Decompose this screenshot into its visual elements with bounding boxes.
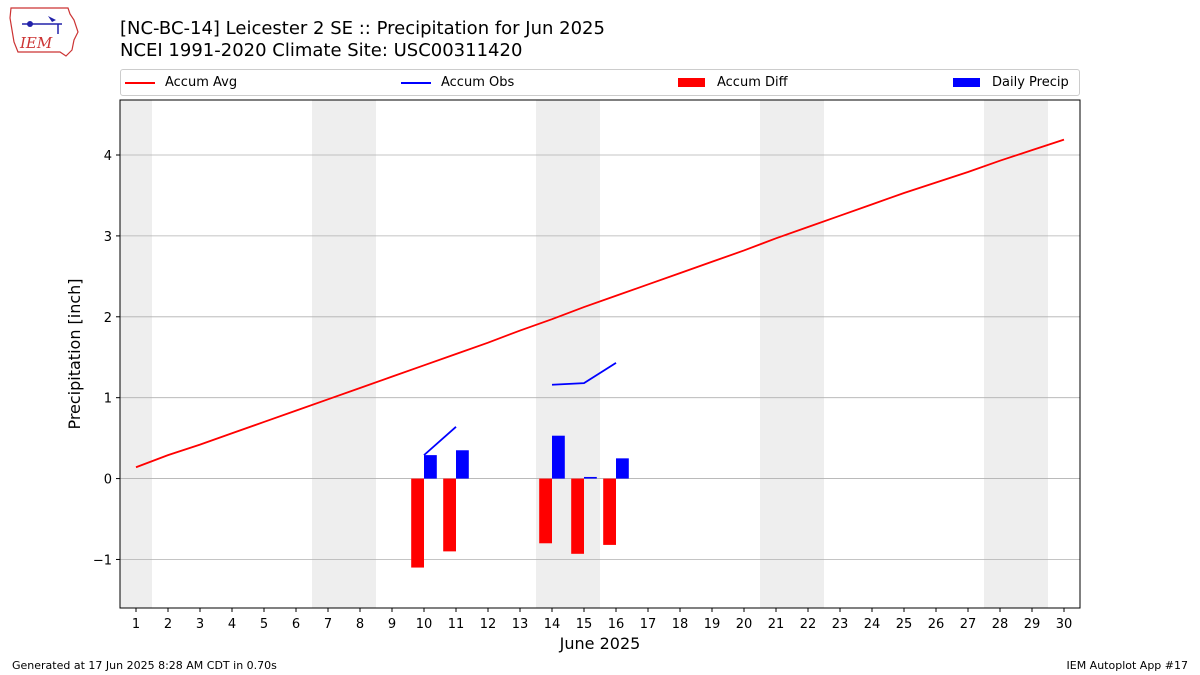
daily-precip-bar-day-14 (552, 435, 565, 479)
legend-label-daily-precip: Daily Precip (992, 75, 1069, 90)
legend-swatch-daily-precip (953, 78, 980, 87)
iem-logo: IEM (9, 7, 79, 57)
x-axis-label: June 2025 (559, 634, 641, 653)
plot-frame (119, 99, 1081, 609)
x-tick-label: 15 (576, 617, 593, 632)
footer-generated: Generated at 17 Jun 2025 8:28 AM CDT in … (12, 659, 277, 672)
weekend-shade-day-29 (1016, 100, 1048, 608)
bars (411, 435, 629, 568)
daily-precip-bar-day-10 (424, 455, 437, 479)
y-axis-ticks: −1 0 1 2 3 4 (93, 149, 120, 568)
x-tick-label: 10 (416, 617, 433, 632)
legend-label-accum-obs: Accum Obs (441, 75, 515, 90)
x-tick-label: 9 (388, 617, 396, 632)
y-tick-label: 3 (104, 230, 112, 245)
logo-text: IEM (19, 34, 53, 52)
legend-swatch-accum-diff (678, 78, 705, 87)
accum-obs-line-segment-2 (551, 362, 617, 386)
accum-obs-line-segment-1 (423, 426, 457, 456)
x-tick-label: 25 (896, 617, 913, 632)
chart-title: [NC-BC-14] Leicester 2 SE :: Precipitati… (120, 18, 605, 39)
weekend-shade-day-21 (760, 100, 792, 608)
x-tick-label: 14 (544, 617, 561, 632)
x-tick-label: 29 (1024, 617, 1041, 632)
legend-swatch-accum-avg (125, 81, 155, 84)
y-tick-label: 0 (104, 473, 112, 488)
x-tick-label: 18 (672, 617, 689, 632)
weekend-shading (120, 100, 1048, 608)
legend-label-accum-avg: Accum Avg (165, 75, 238, 90)
daily-precip-bar-day-16 (616, 458, 629, 479)
x-tick-label: 20 (736, 617, 753, 632)
x-tick-label: 16 (608, 617, 625, 632)
x-tick-label: 27 (960, 617, 977, 632)
weekend-shade-day-7 (312, 100, 344, 608)
legend-label-accum-diff: Accum Diff (717, 75, 788, 90)
accum-diff-bar-day-15 (571, 478, 584, 554)
y-tick-label: 4 (104, 149, 112, 164)
legend-item-accum-avg: Accum Avg (125, 70, 237, 95)
x-tick-label: 12 (480, 617, 497, 632)
x-tick-label: 11 (448, 617, 465, 632)
y-tick-label: −1 (93, 553, 112, 568)
weekend-shade-day-8 (344, 100, 376, 608)
x-tick-label: 1 (132, 617, 140, 632)
accum-diff-bar-day-16 (603, 478, 616, 545)
footer-app: IEM Autoplot App #17 (1066, 659, 1189, 672)
x-tick-label: 30 (1056, 617, 1073, 632)
daily-precip-bar-day-15 (584, 476, 597, 479)
daily-precip-bar-day-11 (456, 450, 469, 479)
accum-avg-line (135, 138, 1065, 469)
legend-item-accum-obs: Accum Obs (401, 70, 514, 95)
x-tick-label: 6 (292, 617, 300, 632)
x-tick-label: 8 (356, 617, 364, 632)
x-tick-label: 17 (640, 617, 657, 632)
legend-item-accum-diff: Accum Diff (678, 70, 788, 95)
y-tick-label: 2 (104, 311, 112, 326)
x-tick-label: 19 (704, 617, 721, 632)
x-tick-label: 5 (260, 617, 268, 632)
legend-item-daily-precip: Daily Precip (953, 70, 1069, 95)
x-axis-ticks: 1 2 3 4 5 6 7 8 9 10 11 12 13 14 15 16 17 18 19 20 21 22 23 24 2… (132, 608, 1072, 632)
y-axis-label: Precipitation [inch] (65, 278, 84, 429)
legend: Accum Avg Accum Obs Accum Diff Daily Pre… (120, 69, 1080, 96)
x-tick-label: 24 (864, 617, 881, 632)
weekend-shade-day-22 (792, 100, 824, 608)
x-tick-label: 4 (228, 617, 236, 632)
x-tick-label: 2 (164, 617, 172, 632)
x-tick-label: 13 (512, 617, 529, 632)
x-tick-label: 3 (196, 617, 204, 632)
x-tick-label: 22 (800, 617, 817, 632)
accum-diff-bar-day-10 (411, 478, 424, 568)
weekend-shade-day-1 (120, 100, 152, 608)
accum-diff-bar-day-14 (539, 478, 552, 544)
x-tick-label: 7 (324, 617, 332, 632)
accum-diff-bar-day-11 (443, 478, 456, 552)
x-tick-label: 28 (992, 617, 1009, 632)
legend-swatch-accum-obs (401, 81, 431, 84)
weekend-shade-day-28 (984, 100, 1016, 608)
grid-lines (120, 154, 1080, 560)
chart-subtitle: NCEI 1991-2020 Climate Site: USC00311420 (120, 40, 523, 61)
x-tick-label: 23 (832, 617, 849, 632)
x-tick-label: 21 (768, 617, 785, 632)
y-tick-label: 1 (104, 392, 112, 407)
lines (135, 138, 1065, 469)
x-tick-label: 26 (928, 617, 945, 632)
